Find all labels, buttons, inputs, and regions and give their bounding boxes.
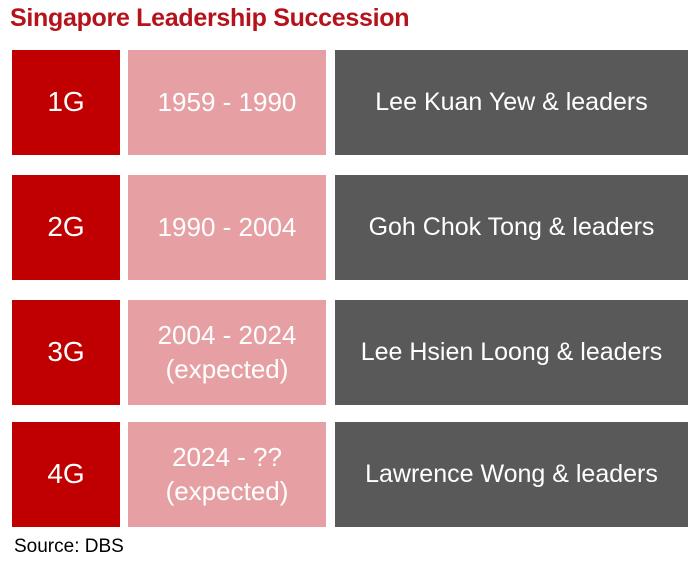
row: 3G 2004 - 2024 (expected) Lee Hsien Loong &… xyxy=(12,300,688,405)
period-line: (expected) xyxy=(165,353,289,384)
period: 2004 - 2024 (expected) xyxy=(128,300,326,405)
source: Source: DBS xyxy=(14,536,124,557)
period-line: 2004 - 2024 xyxy=(157,319,297,350)
period-line: 2024 - ?? xyxy=(172,441,282,472)
row: 2G 1990 - 2004 Goh Chok Tong & leaders xyxy=(12,175,688,280)
period-line: 1990 - 2004 xyxy=(157,211,297,242)
leaders: Lawrence Wong & leaders xyxy=(335,422,688,527)
period-line: (expected) xyxy=(165,475,289,506)
generation: 1G xyxy=(12,50,120,155)
row: 1G 1959 - 1990 Lee Kuan Yew & leaders xyxy=(12,50,688,155)
generation: 4G xyxy=(12,422,120,527)
row: 4G 2024 - ?? (expected) Lawrence Wong & lea… xyxy=(12,422,688,527)
period: 1959 - 1990 xyxy=(128,50,326,155)
title: Singapore Leadership Succession xyxy=(10,4,410,32)
generation: 3G xyxy=(12,300,120,405)
leaders: Lee Hsien Loong & leaders xyxy=(335,300,688,405)
period: 1990 - 2004 xyxy=(128,175,326,280)
period-line: 1959 - 1990 xyxy=(157,86,297,117)
leaders: Lee Kuan Yew & leaders xyxy=(335,50,688,155)
period: 2024 - ?? (expected) xyxy=(128,422,326,527)
leaders: Goh Chok Tong & leaders xyxy=(335,175,688,280)
generation: 2G xyxy=(12,175,120,280)
